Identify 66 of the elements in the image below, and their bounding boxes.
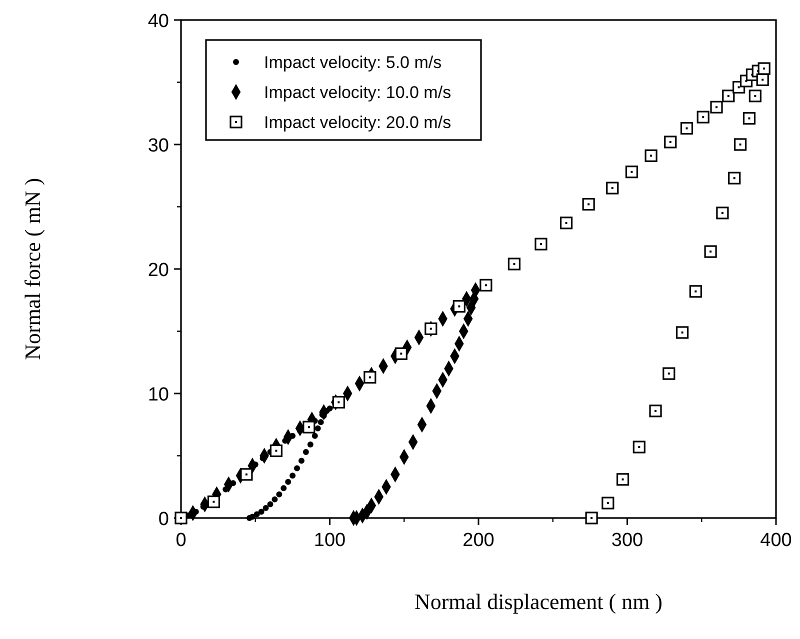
point [480, 278, 492, 292]
point [294, 465, 300, 472]
x-tick-label: 100 [314, 530, 346, 551]
point [585, 512, 598, 524]
y-tick-label: 10 [148, 384, 169, 406]
point [716, 206, 729, 220]
point [728, 172, 741, 184]
legend-label: Impact velocity: 10.0 m/s [264, 83, 452, 102]
point [270, 444, 282, 458]
point [508, 258, 520, 270]
point [756, 73, 769, 86]
point [602, 496, 614, 510]
point [174, 512, 188, 524]
point [240, 468, 253, 481]
point [534, 238, 548, 250]
point [722, 90, 735, 102]
legend-label: Impact velocity: 5.0 m/s [264, 53, 442, 72]
point [262, 505, 269, 512]
point [298, 458, 304, 464]
point [246, 515, 252, 521]
point [625, 166, 638, 178]
point [318, 419, 324, 426]
point [272, 496, 278, 502]
y-tick-label: 20 [148, 260, 169, 281]
point [664, 136, 677, 148]
point [276, 491, 282, 498]
point [312, 432, 318, 439]
point [644, 149, 658, 162]
point [649, 404, 662, 418]
x-tick-label: 200 [462, 530, 494, 551]
x-tick-label: 0 [176, 530, 186, 551]
point [748, 90, 762, 102]
point [606, 182, 619, 194]
point [307, 442, 314, 448]
point [616, 473, 630, 486]
point [742, 112, 756, 125]
y-tick-label: 30 [148, 136, 169, 156]
x-axis-title: Normal displacement ( nm ) [414, 589, 663, 614]
point [285, 478, 292, 485]
x-tick-label: 400 [760, 530, 792, 551]
point [207, 496, 220, 508]
y-tick-label: 0 [158, 509, 169, 530]
point [689, 285, 702, 298]
point [680, 122, 694, 135]
x-tick-label: 300 [611, 530, 644, 551]
legend-label: Impact velocity: 20.0 m/s [264, 113, 452, 132]
point [280, 485, 287, 492]
point [290, 472, 296, 479]
point [582, 198, 595, 211]
point [734, 138, 747, 151]
point [302, 420, 316, 434]
point [254, 511, 260, 518]
point [632, 440, 646, 454]
point [662, 367, 676, 380]
y-tick-label: 40 [148, 11, 169, 32]
point [696, 110, 710, 124]
y-axis-title: Normal force ( mN ) [20, 178, 45, 360]
point [364, 371, 376, 384]
point [452, 300, 466, 313]
point [302, 449, 309, 456]
point [710, 100, 723, 114]
point [560, 216, 573, 230]
point [676, 326, 689, 339]
point [267, 501, 274, 508]
point [704, 245, 717, 258]
point [314, 425, 321, 432]
